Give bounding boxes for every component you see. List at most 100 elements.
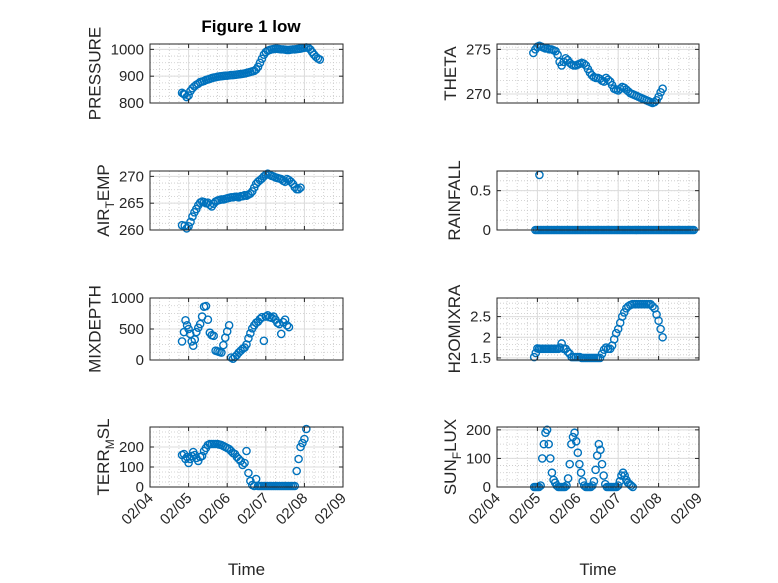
data-point [599, 471, 608, 480]
data-point [192, 327, 201, 337]
y-axis-label: AIRTEMP [94, 164, 117, 237]
data-point [240, 458, 249, 468]
y-tick-label: 275 [466, 41, 491, 58]
y-axis-label: H2OMIXRA [445, 284, 464, 373]
subplot-theta: 270 275 THETA [441, 41, 700, 108]
data-point [276, 329, 286, 339]
data-point [315, 55, 325, 64]
data-point [542, 425, 552, 435]
y-tick-label: 2 [483, 329, 491, 346]
data-point [615, 84, 625, 93]
data-point [555, 343, 565, 352]
y-tick-label: 0 [136, 479, 144, 496]
data-point [234, 454, 244, 464]
y-tick-label: 1000 [111, 41, 144, 58]
y-axis-label-subscript: M [103, 439, 117, 449]
data-point [658, 84, 667, 93]
data-point [539, 439, 549, 449]
data-point [284, 322, 294, 332]
data-point [591, 465, 600, 475]
axes-box [496, 170, 700, 231]
data-point [565, 459, 575, 469]
data-point [188, 212, 197, 221]
y-tick-label: 0.5 [470, 183, 491, 200]
data-point [557, 339, 566, 348]
data-point [273, 318, 282, 328]
data-point [242, 446, 251, 456]
x-tick-label: 02/09 [667, 490, 706, 529]
y-tick-label: 270 [466, 86, 491, 103]
data-point [244, 468, 253, 478]
data-point [259, 336, 269, 346]
y-tick-label: 100 [466, 450, 491, 467]
x-tick-label: 02/05 [157, 490, 196, 529]
data-point [257, 54, 267, 64]
data-point [595, 353, 605, 363]
data-point [658, 332, 667, 342]
y-tick-label: 200 [119, 439, 144, 456]
y-tick-label: 1000 [111, 290, 144, 307]
subplot-rainfall: 0 0.5 RAINFALL [445, 160, 700, 241]
data-point [617, 312, 627, 321]
data-point [282, 320, 292, 330]
x-tick-label: 02/06 [195, 490, 234, 529]
data-point [626, 481, 636, 490]
y-axis-label-text: RAINFALL [445, 160, 464, 240]
data-point [292, 466, 301, 476]
data-point [182, 92, 191, 102]
data-point [177, 337, 187, 346]
y-axis-label-text: SUN [441, 459, 460, 495]
y-tick-label: 200 [466, 422, 491, 439]
data-point [573, 448, 583, 458]
data-point [197, 451, 207, 461]
y-axis-label-subscript: T [103, 200, 117, 208]
y-tick-label: 500 [119, 321, 144, 338]
data-point [599, 345, 609, 354]
data-point [184, 324, 193, 334]
data-point [182, 224, 191, 233]
data-point [596, 445, 605, 455]
data-point [219, 340, 228, 350]
data-point [294, 454, 303, 464]
y-tick-label: 800 [119, 95, 144, 112]
data-point [546, 454, 555, 463]
data-point [576, 468, 586, 478]
data-point [571, 436, 581, 446]
data-point [224, 320, 234, 330]
data-point [244, 333, 253, 343]
y-axis-label-suffix: SL [94, 418, 113, 439]
data-point [656, 324, 665, 334]
y-tick-label: 900 [119, 68, 144, 85]
data-point [588, 481, 597, 490]
x-tick-label: 02/07 [234, 490, 273, 529]
x-axis-label: Time [579, 560, 616, 579]
y-tick-label: 0 [136, 352, 144, 369]
data-point [246, 329, 255, 338]
data-point [300, 434, 309, 444]
x-tick-label: 02/08 [273, 490, 312, 529]
subplot-h2omixra: 1.5 2 2.5 H2OMIXRA [445, 284, 700, 373]
y-axis-label: THETA [441, 46, 460, 101]
y-axis-label-text: AIR [94, 208, 113, 236]
data-point [563, 474, 573, 483]
data-point [579, 59, 589, 68]
data-point [570, 428, 579, 438]
data-point [594, 439, 604, 449]
data-point [611, 328, 621, 338]
y-tick-label: 1.5 [470, 350, 491, 367]
y-axis-label-text: H2OMIXRA [445, 284, 464, 373]
axes-box [149, 426, 344, 488]
x-tick-label: 02/07 [586, 490, 625, 529]
y-axis-label-subscript: F [450, 452, 464, 459]
data-point [184, 458, 193, 468]
subplot-mixdepth: 0 500 1000 MIXDEPTH [86, 285, 344, 373]
y-axis-label-text: TERR [94, 449, 113, 495]
data-point [298, 438, 307, 448]
data-point [296, 183, 305, 192]
data-point [597, 459, 607, 469]
data-point [209, 331, 218, 341]
y-tick-label: 265 [119, 195, 144, 212]
axes-box [496, 297, 700, 361]
